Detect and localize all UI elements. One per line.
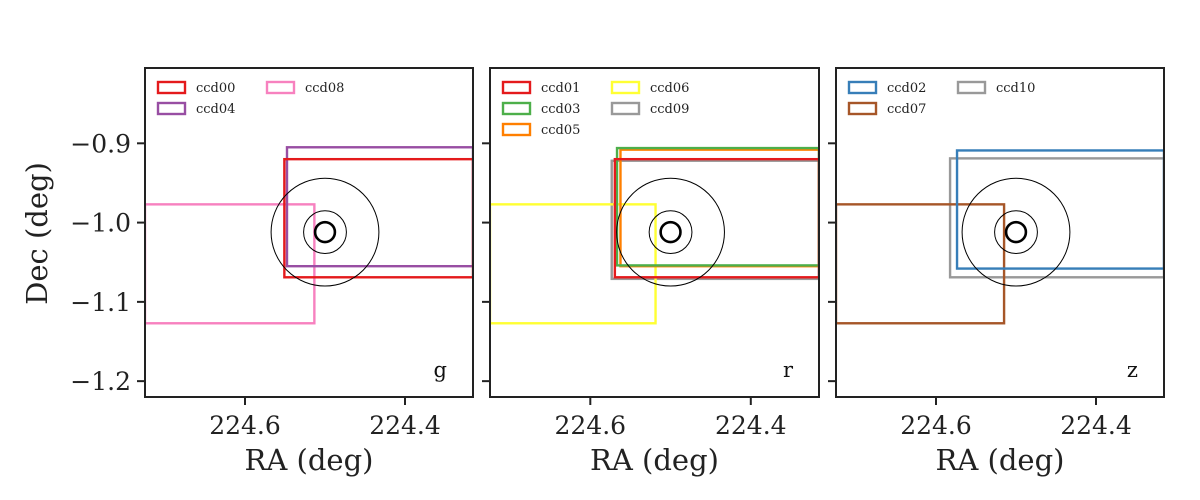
plot-area bbox=[490, 146, 819, 325]
x-axis-label: RA (deg) bbox=[936, 443, 1065, 477]
target-circle-1 bbox=[616, 177, 725, 287]
legend-swatch-ccd04 bbox=[156, 101, 187, 116]
legend-label-ccd00: ccd00 bbox=[196, 81, 235, 96]
band-label: z bbox=[1127, 358, 1138, 382]
band-label: g bbox=[434, 358, 447, 382]
ccd-footprint-ccd00 bbox=[283, 157, 473, 279]
target-circle-2 bbox=[994, 210, 1038, 255]
y-axis-label: Dec (deg) bbox=[20, 162, 54, 305]
legend-label-ccd06: ccd06 bbox=[650, 81, 689, 96]
target-circle-2 bbox=[648, 210, 693, 255]
axes-frame bbox=[489, 67, 820, 398]
ccd-footprint-ccd02 bbox=[955, 149, 1164, 270]
legend-swatch-ccd00 bbox=[156, 80, 187, 95]
target-circle-1 bbox=[961, 177, 1071, 287]
legend-swatch-ccd01 bbox=[501, 80, 532, 95]
legend-label-ccd08: ccd08 bbox=[305, 81, 344, 96]
x-axis-label: RA (deg) bbox=[590, 443, 719, 477]
ccd-footprint-ccd07 bbox=[836, 203, 1006, 325]
legend-swatch-ccd03 bbox=[501, 101, 532, 116]
x-tick-label: 224.4 bbox=[715, 411, 787, 440]
legend-swatch-ccd07 bbox=[847, 101, 878, 116]
target-circle-3 bbox=[313, 220, 337, 244]
y-tick-label: −0.9 bbox=[70, 129, 131, 158]
y-tick-label: −1.2 bbox=[70, 367, 131, 396]
x-tick-label: 224.6 bbox=[555, 411, 627, 440]
legend-label-ccd07: ccd07 bbox=[887, 102, 926, 117]
band-label: r bbox=[783, 358, 794, 382]
legend-label-ccd04: ccd04 bbox=[196, 102, 235, 117]
ccd-footprint-ccd06 bbox=[490, 203, 657, 325]
axes-frame bbox=[835, 67, 1165, 398]
panel-g: 224.6 224.4 −0.9 −1.0 −1.1 −1.2 RA (deg) Dec (d… bbox=[20, 67, 474, 477]
panel-r: 224.6 224.4RA (deg)rccd01ccd03ccd05ccd06c… bbox=[482, 67, 820, 477]
ccd-footprint-ccd10 bbox=[948, 157, 1164, 279]
legend-swatch-ccd09 bbox=[610, 101, 641, 116]
plot-area bbox=[836, 149, 1164, 325]
legend-label-ccd03: ccd03 bbox=[541, 102, 580, 117]
ccd-footprint-ccd03 bbox=[615, 146, 819, 267]
legend-label-ccd09: ccd09 bbox=[650, 102, 689, 117]
legend: ccd00 ccd04 ccd08 bbox=[156, 80, 344, 117]
legend: ccd01 ccd03 ccd05 ccd06 ccd09 bbox=[501, 80, 689, 138]
ccd-footprint-ccd05 bbox=[619, 148, 819, 268]
x-tick-label: 224.4 bbox=[369, 411, 441, 440]
y-tick-label: −1.1 bbox=[70, 288, 131, 317]
legend-label-ccd05: ccd05 bbox=[541, 123, 580, 138]
ccd-footprint-ccd08 bbox=[145, 203, 316, 325]
legend-label-ccd02: ccd02 bbox=[887, 81, 926, 96]
legend-swatch-ccd10 bbox=[956, 80, 987, 95]
x-tick-label: 224.6 bbox=[209, 411, 281, 440]
legend-label-ccd10: ccd10 bbox=[996, 81, 1035, 96]
x-tick-label: 224.6 bbox=[900, 411, 972, 440]
axes-frame bbox=[144, 67, 474, 398]
y-tick-label: −1.0 bbox=[70, 209, 131, 238]
target-circle-3 bbox=[659, 220, 682, 244]
target-circle-3 bbox=[1004, 220, 1028, 244]
legend-swatch-ccd06 bbox=[610, 80, 641, 95]
x-tick-label: 224.4 bbox=[1060, 411, 1132, 440]
panel-z: 224.6 224.4 RA (deg) z ccd02 ccd07 ccd10 bbox=[828, 67, 1165, 477]
plot-area bbox=[145, 146, 473, 325]
target-circle-2 bbox=[303, 210, 347, 255]
legend-swatch-ccd05 bbox=[501, 122, 532, 137]
legend: ccd02 ccd07 ccd10 bbox=[847, 80, 1035, 117]
x-axis-label: RA (deg) bbox=[245, 443, 374, 477]
legend-swatch-ccd08 bbox=[265, 80, 296, 95]
legend-label-ccd01: ccd01 bbox=[541, 81, 580, 96]
target-circle-1 bbox=[270, 177, 380, 287]
legend-swatch-ccd02 bbox=[847, 80, 878, 95]
ccd-footprint-ccd04 bbox=[285, 146, 473, 268]
